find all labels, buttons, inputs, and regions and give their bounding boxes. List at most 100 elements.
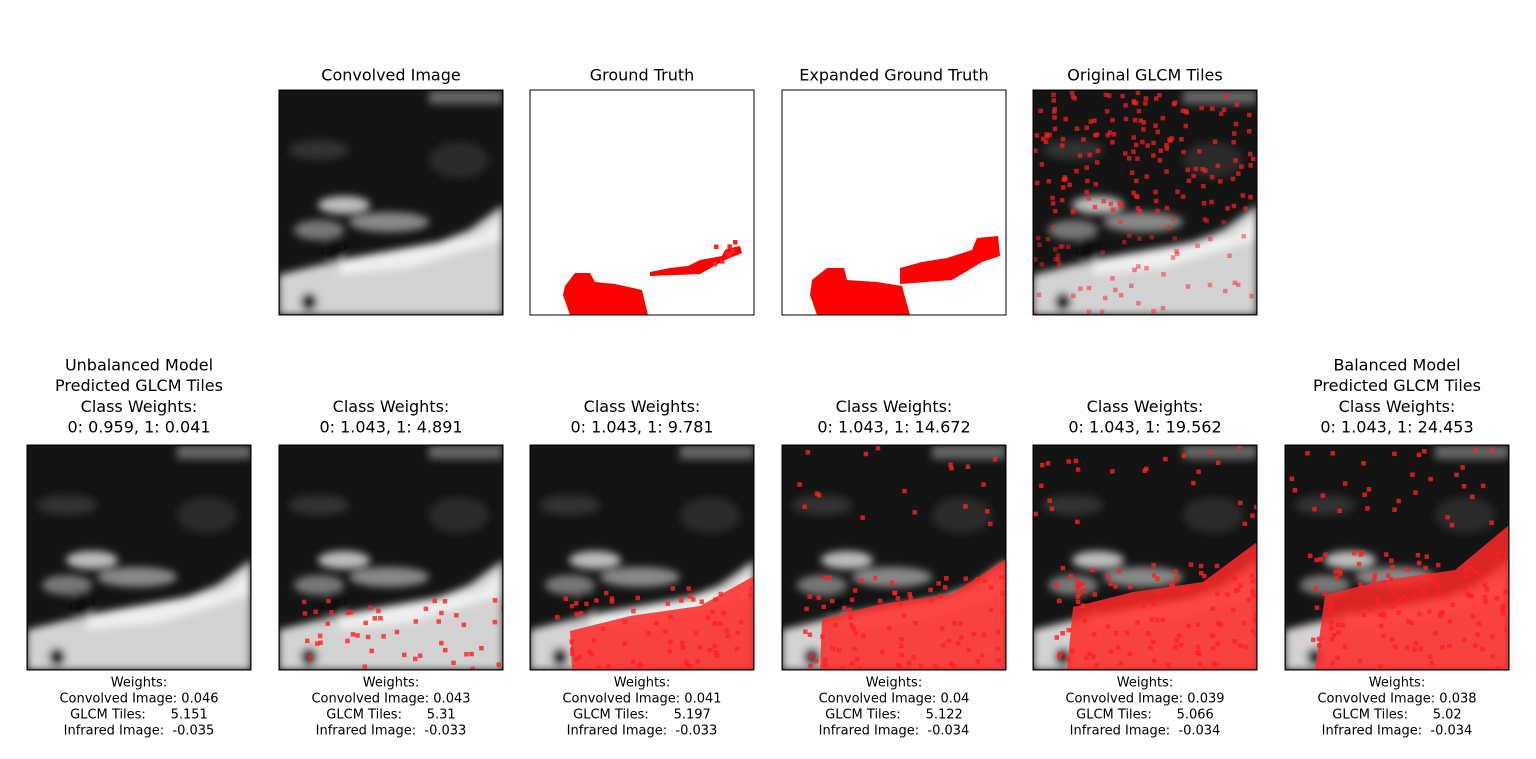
panel-caption: GLCM Tiles: 5.122: [825, 708, 963, 723]
red-pixel: [1183, 123, 1188, 129]
red-pixel: [1218, 111, 1224, 116]
red-pixel: [1033, 148, 1038, 153]
red-pixel: [1039, 162, 1045, 167]
red-pixel: [718, 591, 723, 597]
red-pixel: [302, 611, 308, 616]
red-pixel: [578, 610, 584, 616]
red-pixel: [1427, 654, 1433, 659]
red-pixel: [1238, 643, 1243, 648]
red-pixel: [646, 630, 651, 636]
red-pixel: [630, 659, 636, 664]
red-pixel: [1127, 651, 1133, 657]
red-pixel: [635, 595, 640, 601]
red-pixel: [1068, 573, 1074, 579]
red-pixel: [1464, 574, 1470, 579]
red-pixel: [1052, 115, 1057, 120]
red-pixel: [1137, 236, 1142, 241]
red-pixel: [1221, 219, 1226, 225]
red-pixel: [1254, 504, 1257, 510]
red-pixel: [492, 598, 498, 603]
red-pixel: [1193, 166, 1199, 172]
red-pixel: [830, 646, 836, 651]
red-pixel: [1054, 582, 1059, 588]
red-pixel: [996, 658, 1002, 663]
red-pixel: [1227, 253, 1232, 258]
red-pixel: [1036, 292, 1042, 298]
red-pixel: [1191, 480, 1196, 486]
red-pixel: [1110, 117, 1115, 123]
red-pixel: [1201, 200, 1207, 206]
red-pixel: [589, 652, 595, 657]
red-pixel: [1500, 607, 1505, 613]
red-pixel: [1490, 634, 1495, 639]
red-pixel: [1110, 207, 1116, 212]
panel-title: Class Weights:: [584, 397, 701, 416]
red-pixel: [988, 521, 993, 527]
red-pixel: [1115, 644, 1121, 650]
red-pixel: [693, 631, 699, 636]
red-pixel: [853, 630, 858, 636]
red-pixel: [1054, 635, 1059, 640]
red-pixel: [1131, 100, 1137, 105]
red-pixel: [1400, 593, 1406, 599]
red-pixel: [1454, 472, 1459, 478]
red-pixel: [1073, 458, 1079, 464]
red-pixel: [1150, 601, 1156, 607]
red-pixel: [451, 660, 456, 666]
red-pixel: [1396, 597, 1402, 603]
red-pixel: [1322, 591, 1327, 597]
red-pixel: [691, 597, 696, 602]
red-pixel: [1118, 293, 1124, 298]
red-pixel: [1467, 593, 1472, 599]
red-pixel: [1507, 662, 1509, 667]
red-pixel: [1000, 591, 1006, 596]
red-pixel: [949, 661, 954, 666]
red-pixel: [413, 619, 419, 624]
red-pixel: [1037, 242, 1042, 248]
red-pixel: [1151, 563, 1156, 568]
red-pixel: [1412, 581, 1418, 587]
red-pixel: [822, 662, 828, 667]
red-pixel: [1039, 483, 1044, 489]
red-pixel: [851, 626, 856, 631]
red-pixel: [705, 615, 711, 620]
red-pixel: [802, 504, 807, 509]
red-pixel: [1161, 271, 1166, 277]
red-pixel: [1143, 101, 1148, 106]
red-pixel: [1180, 194, 1186, 199]
red-pixel: [1204, 580, 1210, 586]
red-pixel: [1186, 178, 1192, 183]
red-pixel: [1060, 565, 1066, 571]
red-pixel: [362, 664, 368, 669]
red-pixel: [1342, 481, 1348, 486]
red-pixel: [574, 612, 579, 617]
red-pixel: [1392, 507, 1397, 512]
red-pixel: [1060, 143, 1065, 148]
red-pixel: [804, 606, 809, 612]
red-pixel: [730, 249, 736, 254]
panel-title: Predicted GLCM Tiles: [1313, 376, 1481, 395]
panel-caption: Infrared Image: -0.033: [316, 724, 467, 739]
red-pixel: [1375, 597, 1380, 602]
red-pixel: [1135, 620, 1140, 625]
red-region: [810, 268, 910, 315]
panel-title: 0: 1.043, 1: 9.781: [570, 418, 713, 437]
red-pixel: [901, 613, 907, 618]
red-pixel: [1141, 120, 1147, 125]
panel-caption: Convolved Image: 0.041: [562, 692, 721, 707]
red-pixel: [712, 621, 718, 626]
red-pixel: [1246, 128, 1252, 134]
red-pixel: [1329, 625, 1334, 631]
red-pixel: [1247, 112, 1252, 118]
grayscale-image: [27, 445, 251, 670]
red-pixel: [1077, 591, 1082, 596]
red-pixel: [1144, 265, 1149, 271]
red-pixel: [1084, 189, 1089, 195]
red-pixel: [1118, 660, 1123, 666]
red-pixel: [1430, 579, 1436, 584]
red-pixel: [1310, 637, 1316, 643]
red-pixel: [1160, 115, 1166, 121]
red-pixel: [1081, 137, 1086, 142]
red-pixel: [725, 251, 731, 257]
red-pixel: [1075, 519, 1080, 525]
